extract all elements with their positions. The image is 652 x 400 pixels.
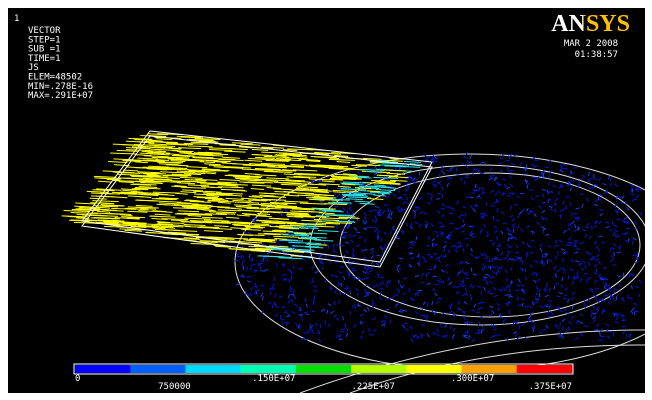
vector [562,284,563,288]
vector [614,252,615,256]
vector [433,160,434,164]
vector [584,273,588,274]
vector [414,207,418,208]
vector [254,218,258,219]
vector [510,289,511,293]
vector [507,338,508,342]
vector [475,184,476,188]
vector [531,210,532,214]
vector [293,265,294,269]
vector [510,259,514,260]
vector [314,291,318,292]
vector [344,288,348,289]
vector [532,303,536,304]
vector [471,268,472,272]
legend-label: 750000 [158,382,191,392]
vector [626,201,627,205]
vector [438,281,442,282]
legend-swatch [241,365,297,373]
legend-swatch [462,365,518,373]
vector [462,207,466,208]
vector [471,161,472,165]
vector [399,189,400,193]
vector [275,293,276,297]
vector [339,300,340,304]
vector [543,173,544,177]
legend-label: .150E+07 [252,374,295,384]
vector [615,322,619,323]
vector [465,238,469,239]
vector [626,333,627,337]
vector [632,241,633,245]
vector [622,234,626,235]
vector [289,278,290,282]
vector [285,322,289,323]
vector [366,293,367,297]
vector [617,252,621,253]
logo: ANSYS [551,11,630,37]
vector [548,316,552,317]
legend-label: 0 [75,374,80,384]
legend-swatch [185,365,241,373]
vector [407,197,408,201]
vector [497,335,501,336]
legend-swatch [517,365,573,373]
vector [507,251,511,252]
vector [530,253,534,254]
vector [516,252,520,253]
vector [616,209,617,213]
legend-label: .300E+07 [451,374,494,384]
vector [509,310,510,314]
vector [566,313,570,314]
legend-swatch [75,365,131,373]
vector [523,169,527,170]
vector [479,308,483,309]
vector [605,222,609,223]
vector [631,194,635,195]
legend-label: .375E+07 [529,382,572,392]
vector [543,254,547,255]
vector [274,277,275,281]
vector [320,324,321,328]
legend-label: .225E+07 [352,382,395,392]
screen: 1 VECTORSTEP=1SUB =1TIME=1JSELEM=48502MI… [0,0,652,400]
viewport [8,8,645,393]
legend-swatch [406,365,462,373]
legend-swatch [351,365,407,373]
vector [260,266,261,270]
vector [425,224,426,228]
window-number: 1 [14,14,19,24]
vector [456,175,460,176]
vector [623,318,624,322]
vector [291,294,295,295]
vector [403,310,407,311]
vector [270,225,274,226]
legend-swatch [296,365,352,373]
vector [498,184,502,185]
legend-swatch [130,365,186,373]
date: MAR 2 2008 [564,39,618,49]
vector [304,312,308,313]
time: 01:38:57 [575,50,618,60]
vector [456,168,457,172]
vector [575,224,576,228]
vector [536,293,537,297]
vector [498,259,502,260]
vector [612,221,613,225]
vector [629,298,633,299]
vector [408,247,412,248]
info-line: MAX=.291E+07 [28,91,93,101]
vector [300,325,301,329]
vector [465,175,469,176]
vector [621,315,625,316]
vector [474,190,478,191]
vector [270,291,271,295]
